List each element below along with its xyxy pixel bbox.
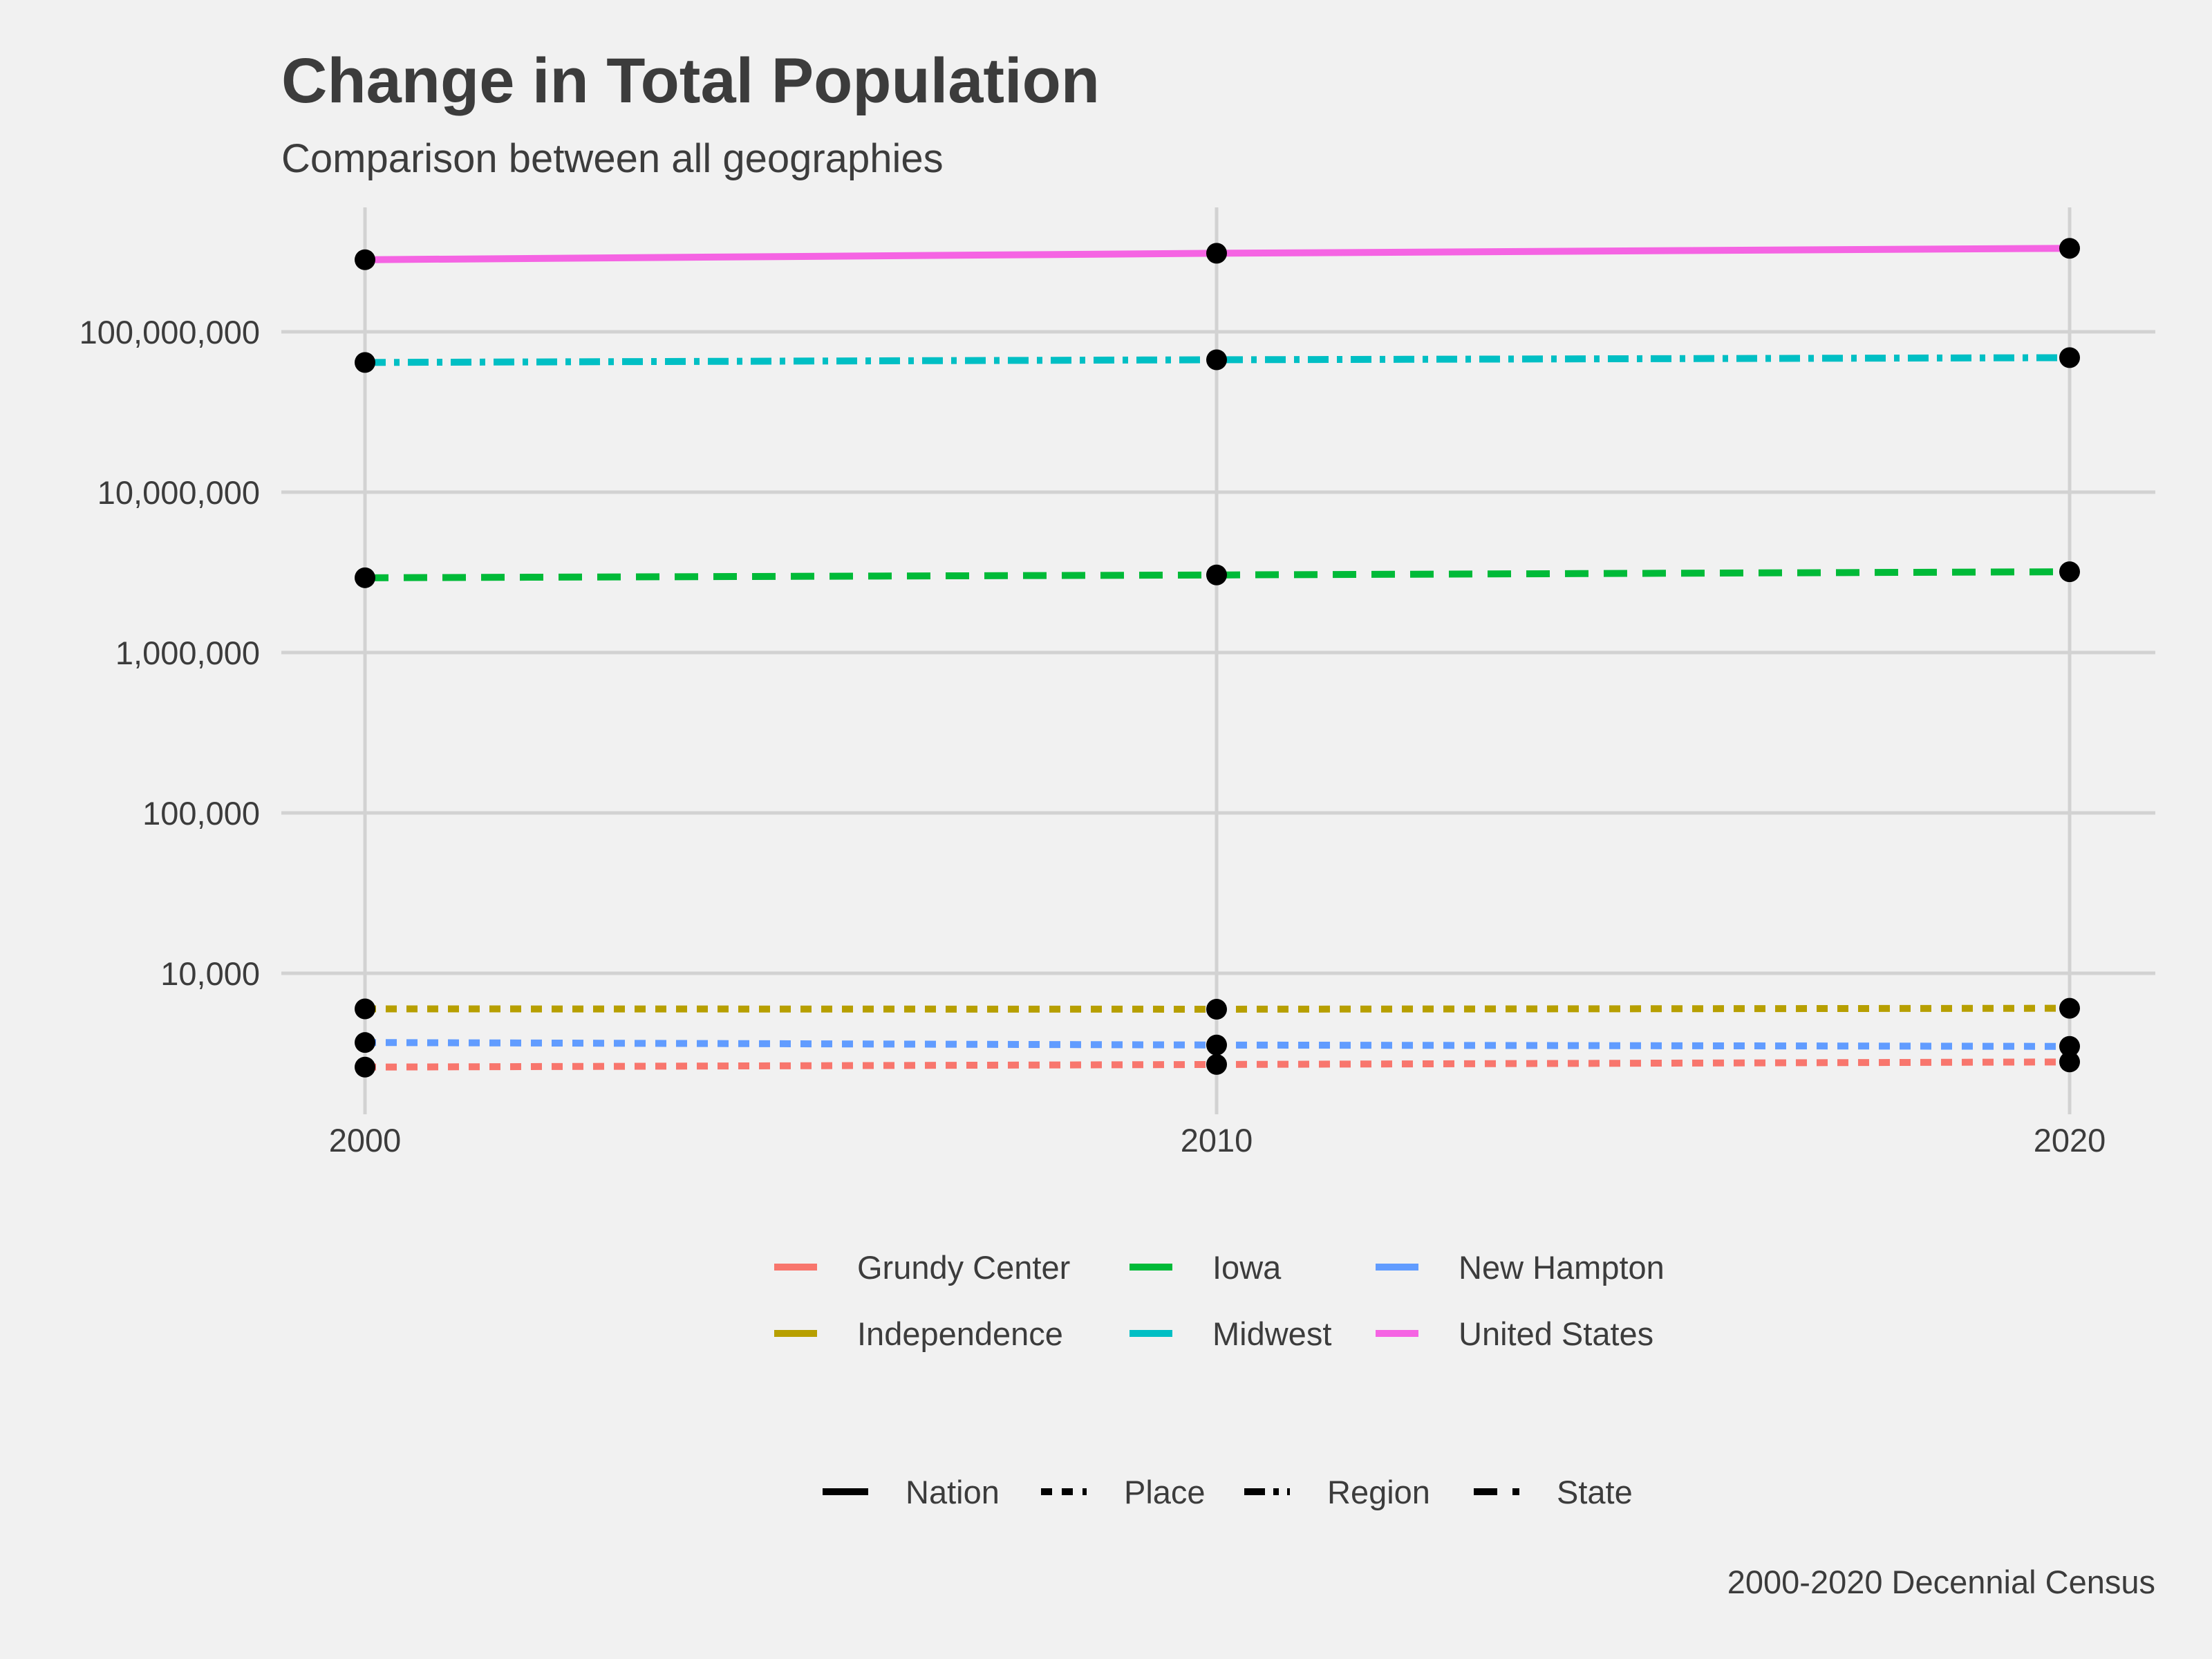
- chart-caption: 2000-2020 Decennial Census: [1727, 1564, 2155, 1600]
- data-point: [2059, 347, 2080, 368]
- data-point: [2059, 238, 2080, 259]
- data-point: [355, 1032, 375, 1053]
- legend-label: Place: [1124, 1474, 1206, 1510]
- chart-subtitle: Comparison between all geographies: [281, 136, 944, 181]
- data-point: [1206, 998, 1227, 1020]
- data-point: [1206, 349, 1227, 371]
- legend-label: Iowa: [1212, 1249, 1282, 1286]
- linetype-legend: Nation Place Region State: [823, 1474, 1633, 1510]
- data-point: [2059, 561, 2080, 583]
- legend-label: New Hampton: [1459, 1249, 1665, 1286]
- data-point: [355, 249, 375, 270]
- x-tick-label: 2000: [329, 1122, 402, 1159]
- y-axis-ticks: 10,000 100,000 1,000,000 10,000,000 100,000,…: [79, 314, 260, 992]
- data-point: [2059, 1035, 2080, 1057]
- legend-label: Independence: [857, 1315, 1063, 1352]
- x-tick-label: 2010: [1181, 1122, 1253, 1159]
- x-tick-label: 2020: [2034, 1122, 2106, 1159]
- legend-label: United States: [1459, 1315, 1653, 1352]
- data-point: [1206, 243, 1227, 264]
- y-tick-label: 10,000: [160, 955, 260, 992]
- data-point: [1206, 1053, 1227, 1075]
- y-tick-label: 10,000,000: [97, 474, 260, 511]
- data-point: [355, 567, 375, 588]
- series-line: [364, 354, 2070, 366]
- y-tick-label: 100,000: [142, 795, 260, 832]
- x-axis-ticks: 2000 2010 2020: [329, 1122, 2106, 1159]
- data-point: [1206, 1034, 1227, 1056]
- grid: [281, 207, 2155, 1114]
- data-point: [355, 352, 375, 373]
- legend-label: State: [1557, 1474, 1633, 1510]
- legend-label: Region: [1327, 1474, 1430, 1510]
- data-points: [355, 238, 2080, 1078]
- y-tick-label: 1,000,000: [115, 635, 260, 671]
- color-legend: Grundy Center Independence Iowa Midwest New …: [774, 1249, 1665, 1352]
- data-point: [1206, 564, 1227, 585]
- chart-title: Change in Total Population: [281, 46, 1100, 116]
- legend-label: Nation: [906, 1474, 1000, 1510]
- y-tick-label: 100,000,000: [79, 314, 260, 350]
- legend-label: Grundy Center: [857, 1249, 1070, 1286]
- legend-label: Midwest: [1212, 1315, 1331, 1352]
- data-point: [355, 1056, 375, 1078]
- data-point: [2059, 1051, 2080, 1073]
- data-point: [2059, 997, 2080, 1019]
- data-point: [355, 998, 375, 1020]
